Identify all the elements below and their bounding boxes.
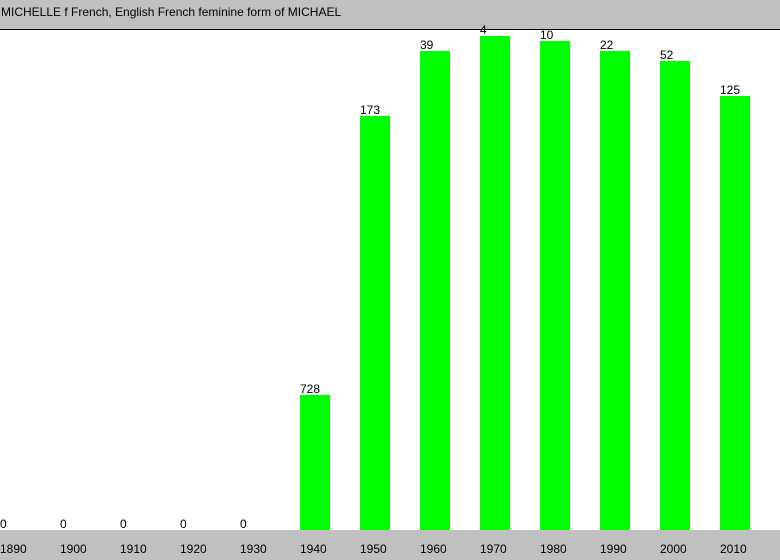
x-tick-labels-layer: 1890 1900 1910 1920 1930 1940 1950 1960 1970 1980… bbox=[0, 542, 747, 556]
rank-label-1980: 10 bbox=[540, 28, 554, 42]
bar-1960 bbox=[420, 51, 450, 530]
x-tick-label-1930: 1930 bbox=[240, 542, 267, 556]
chart-title: MICHELLE f French, English French femini… bbox=[1, 5, 342, 19]
bars-layer bbox=[300, 36, 750, 530]
rank-label-1960: 39 bbox=[420, 38, 434, 52]
bar-1950 bbox=[360, 116, 390, 530]
rank-label-1900: 0 bbox=[60, 517, 67, 531]
x-tick-label-1940: 1940 bbox=[300, 542, 327, 556]
bar-1970 bbox=[480, 36, 510, 530]
x-tick-label-1980: 1980 bbox=[540, 542, 567, 556]
rank-label-2000: 52 bbox=[660, 48, 674, 62]
x-tick-label-1960: 1960 bbox=[420, 542, 447, 556]
rank-label-1890: 0 bbox=[0, 517, 7, 531]
x-tick-label-1900: 1900 bbox=[60, 542, 87, 556]
title-bar: MICHELLE f French, English French femini… bbox=[0, 0, 780, 30]
x-tick-label-1990: 1990 bbox=[600, 542, 627, 556]
rank-labels-layer: 0 0 0 0 0 728 173 39 4 10 22 52 125 bbox=[0, 23, 740, 531]
rank-label-1920: 0 bbox=[180, 517, 187, 531]
bar-1980 bbox=[540, 41, 570, 530]
rank-label-2010: 125 bbox=[720, 83, 740, 97]
rank-label-1910: 0 bbox=[120, 517, 127, 531]
rank-label-1970: 4 bbox=[480, 23, 487, 37]
rank-label-1940: 728 bbox=[300, 382, 320, 396]
rank-label-1950: 173 bbox=[360, 103, 380, 117]
bar-1990 bbox=[600, 51, 630, 530]
x-axis-band bbox=[0, 530, 780, 560]
x-tick-label-1950: 1950 bbox=[360, 542, 387, 556]
x-tick-label-1970: 1970 bbox=[480, 542, 507, 556]
bar-2000 bbox=[660, 61, 690, 530]
bar-2010 bbox=[720, 96, 750, 530]
bar-1940 bbox=[300, 395, 330, 530]
x-tick-label-2000: 2000 bbox=[660, 542, 687, 556]
x-tick-label-1910: 1910 bbox=[120, 542, 147, 556]
rank-label-1930: 0 bbox=[240, 517, 247, 531]
rank-label-1990: 22 bbox=[600, 38, 614, 52]
x-tick-label-1920: 1920 bbox=[180, 542, 207, 556]
x-tick-label-2010: 2010 bbox=[720, 542, 747, 556]
x-tick-label-1890: 1890 bbox=[0, 542, 27, 556]
